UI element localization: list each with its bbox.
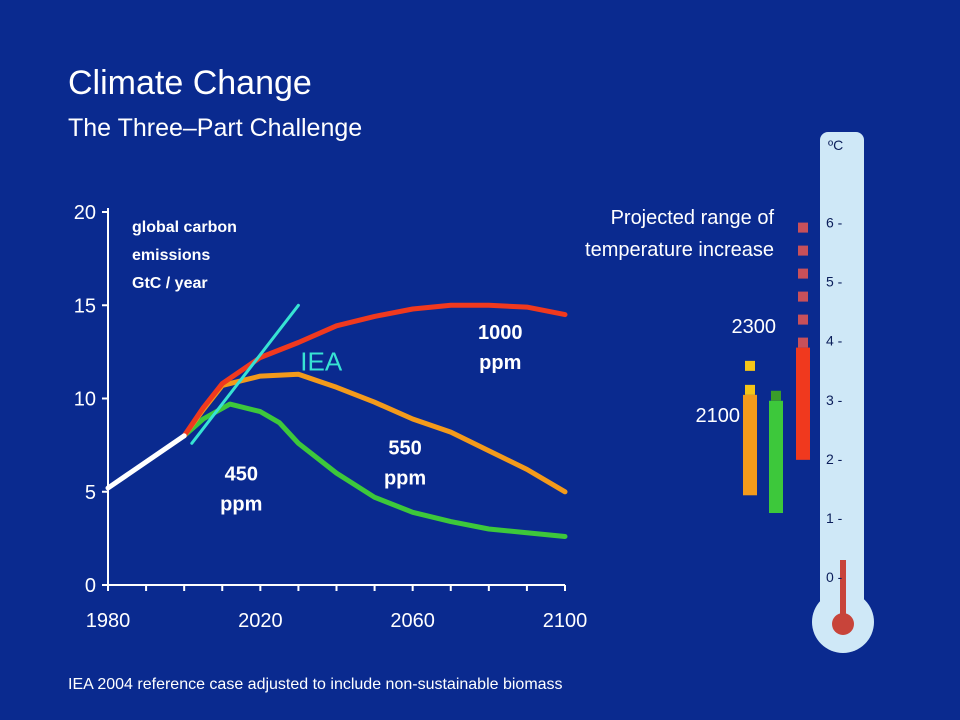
temperature-range-red-2100	[796, 347, 810, 460]
temperature-tick-label: 5 -	[826, 274, 843, 290]
temperature-chart-title-line: Projected range of	[610, 207, 774, 229]
series-label-550-ppm: 550 ppm	[384, 437, 426, 489]
temperature-tick-label: 6 -	[826, 215, 843, 231]
x-tick-label: 1980	[86, 610, 131, 632]
series-line-1000-ppm	[181, 302, 568, 439]
temperature-range-red-2300-dash	[798, 314, 808, 325]
y-tick-label: 20	[74, 202, 96, 224]
temperature-chart-title: Projected range of temperature increase	[585, 202, 774, 266]
temperature-tick-label: 2 -	[826, 451, 843, 467]
temperature-tick-label: 0 -	[826, 569, 843, 585]
temperature-range-orange-2300-dash	[745, 360, 755, 371]
slide-title: Climate Change	[68, 64, 312, 102]
emissions-axis-label-line: emissions	[132, 247, 211, 264]
temperature-tick-label: 1 -	[826, 510, 843, 526]
series-label-450-ppm: 450 ppm	[220, 464, 262, 516]
emissions-axis-label: global carbon emissions GtC / year	[132, 214, 237, 298]
y-tick-label: 5	[85, 482, 96, 504]
thermometer-tube	[820, 132, 864, 612]
emissions-axis-label-line: global carbon	[132, 219, 237, 236]
temperature-unit-label: ºC	[828, 137, 843, 153]
footnote: IEA 2004 reference case adjusted to incl…	[68, 676, 563, 693]
temperature-range-orange-2300	[745, 360, 755, 395]
temperature-tick-label: 3 -	[826, 392, 843, 408]
series-line-iea	[190, 303, 300, 445]
series-label-1000-ppm: 1000 ppm	[478, 322, 523, 374]
temperature-range-red-2300-dash	[798, 337, 808, 348]
temperature-tick-label: 4 -	[826, 333, 843, 349]
series-label-iea: IEA	[300, 347, 343, 377]
emissions-axis-label-line: GtC / year	[132, 275, 208, 292]
thermometer-mercury	[840, 560, 846, 622]
temperature-range-green-2300	[771, 390, 781, 401]
x-tick-label: 2060	[390, 610, 435, 632]
temperature-range-green-2300-dash	[771, 390, 781, 401]
temperature-range-orange-2100	[743, 394, 757, 496]
y-tick-label: 15	[74, 295, 96, 317]
y-tick-label: 10	[74, 389, 96, 411]
temperature-range-red-2300-dash	[798, 268, 808, 279]
thermometer-bulb	[832, 613, 854, 635]
y-tick-label: 0	[85, 575, 96, 597]
temperature-range-green-2100	[769, 400, 783, 514]
temperature-range-red-2300	[798, 222, 808, 348]
temperature-chart-title-line: temperature increase	[585, 239, 774, 261]
slide-subtitle: The Three–Part Challenge	[68, 114, 363, 142]
x-tick-label: 2020	[238, 610, 283, 632]
x-tick-label: 2100	[543, 610, 588, 632]
temperature-range-red-2300-dash	[798, 245, 808, 256]
year-label-2300: 2300	[732, 316, 777, 338]
temperature-range-red-2300-dash	[798, 222, 808, 233]
temperature-range-orange-2300-dash	[745, 384, 755, 395]
series-line-history	[105, 433, 187, 491]
year-label-2100: 2100	[696, 405, 741, 427]
temperature-range-red-2300-dash	[798, 291, 808, 302]
series-line-450-ppm	[181, 401, 568, 539]
